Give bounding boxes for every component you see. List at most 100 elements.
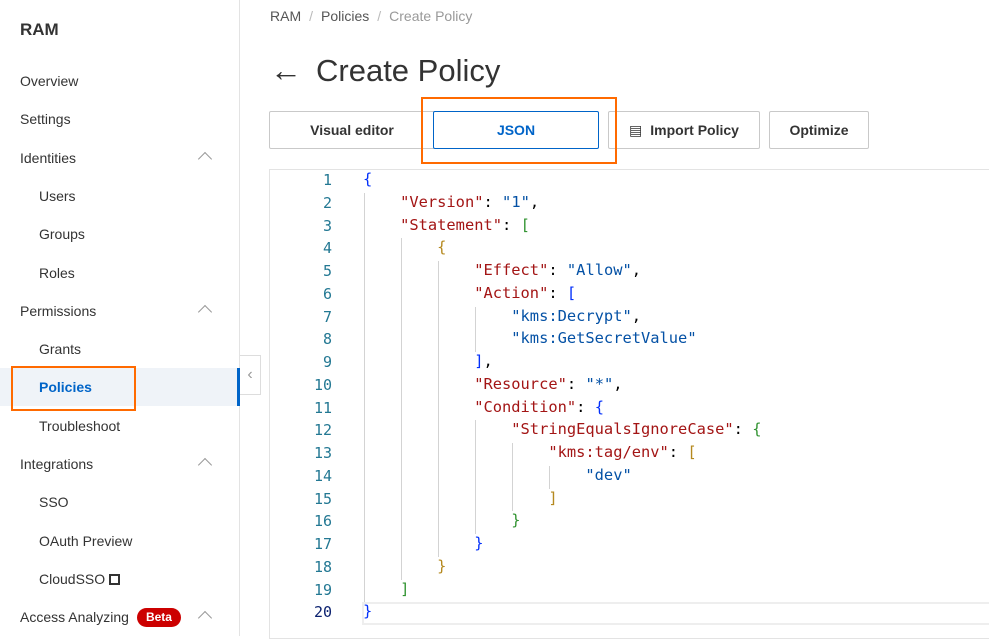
code-line: "Action": [ (474, 283, 577, 302)
sidebar-item-label: Roles (39, 264, 75, 281)
indent-guide (549, 465, 551, 489)
code-line: } (363, 602, 373, 621)
line-number: 13 (313, 444, 332, 462)
line-number: 8 (322, 330, 332, 349)
code-line: ] (548, 488, 558, 507)
sidebar-item-groups[interactable]: Groups (0, 215, 240, 253)
indent-guide (364, 192, 365, 216)
indent-guide (364, 420, 365, 443)
indent-guide (401, 306, 403, 330)
sidebar-item-integrations[interactable]: Integrations (0, 445, 240, 483)
line-number: 16 (313, 512, 332, 531)
collapse-sidebar-button[interactable]: ‹ (240, 355, 261, 395)
sidebar-item-label: Integrations (20, 456, 94, 472)
indent-guide (364, 261, 365, 284)
tab-visual-editor[interactable]: Visual editor (269, 111, 435, 149)
sidebar-item-policies[interactable]: Policies (0, 368, 240, 407)
indent-guide (475, 465, 477, 489)
import-policy-button[interactable]: ▤ Import Policy (608, 111, 760, 149)
sidebar-title: RAM (20, 20, 59, 39)
json-tab-highlight (421, 97, 617, 164)
sidebar-item-label: Troubleshoot (39, 417, 121, 434)
chevron-up-icon[interactable] (197, 151, 213, 166)
breadcrumb-current: Create Policy (389, 8, 473, 24)
code-line: } (511, 511, 521, 530)
indent-guide (401, 511, 403, 534)
indent-guide (364, 443, 365, 466)
page-title: Create Policy (316, 52, 501, 88)
sidebar-item-label: Settings (20, 111, 71, 128)
code-line: ], (474, 352, 493, 370)
sidebar-item-label: Grants (39, 341, 82, 358)
indent-guide (364, 511, 365, 534)
indent-guide (364, 488, 365, 512)
sidebar-item-sso[interactable]: SSO (0, 483, 240, 521)
import-policy-label: Import Policy (650, 122, 739, 138)
line-number: 15 (313, 489, 332, 508)
indent-guide (401, 374, 403, 398)
sidebar-item-permissions[interactable]: Permissions (0, 292, 240, 330)
sidebar-item-cloudsso[interactable]: CloudSSO (0, 560, 240, 598)
indent-guide (475, 329, 477, 352)
sidebar-item-access-analyzing[interactable]: Access Analyzing Beta (0, 598, 240, 636)
indent-guide (475, 511, 477, 534)
sidebar-item-oauth-preview[interactable]: OAuth Preview (0, 522, 240, 560)
sidebar-item-label: Policies (39, 379, 92, 396)
code-line: "Resource": "*", (474, 374, 623, 393)
line-number: 11 (313, 398, 332, 417)
chevron-up-icon[interactable] (197, 304, 213, 319)
indent-guide (364, 215, 365, 239)
indent-guide (438, 261, 440, 284)
code-line: } (474, 534, 484, 552)
indent-guide (401, 352, 403, 375)
sidebar-item-troubleshoot[interactable]: Troubleshoot (0, 407, 240, 445)
indent-guide (401, 283, 403, 307)
code-line: "Version": "1", (400, 192, 540, 211)
optimize-button[interactable]: Optimize (769, 111, 869, 149)
indent-guide (438, 465, 440, 489)
back-arrow-icon[interactable]: ← (270, 52, 302, 88)
indent-guide (401, 238, 403, 261)
breadcrumb-policies[interactable]: Policies (321, 8, 370, 24)
code-line: "Effect": "Allow", (474, 261, 642, 279)
code-line: "kms:GetSecretValue" (511, 329, 697, 348)
line-number: 5 (322, 262, 332, 280)
sidebar-item-label: Groups (39, 226, 85, 243)
indent-guide (364, 283, 365, 307)
chevron-up-icon[interactable] (197, 457, 213, 473)
tab-json[interactable]: JSON (433, 111, 599, 149)
indent-guide (364, 579, 365, 603)
line-number: 9 (322, 353, 332, 371)
sidebar-item-settings[interactable]: Settings (0, 100, 240, 138)
breadcrumb-ram[interactable]: RAM (270, 8, 302, 24)
indent-guide (512, 488, 514, 512)
chevron-up-icon[interactable] (197, 611, 213, 626)
indent-guide (401, 465, 403, 489)
line-number: 2 (322, 193, 332, 212)
indent-guide (401, 397, 403, 421)
indent-guide (475, 488, 477, 512)
indent-guide (438, 534, 440, 557)
line-number: 18 (313, 557, 332, 576)
sidebar-item-grants[interactable]: Grants (0, 330, 240, 368)
indent-guide (438, 329, 440, 352)
sidebar-item-roles[interactable]: Roles (0, 254, 240, 292)
indent-guide (438, 306, 440, 330)
sidebar-item-label: Overview (20, 73, 79, 89)
indent-guide (512, 443, 514, 466)
policies-highlight (11, 366, 136, 411)
external-link-icon (109, 573, 121, 585)
json-code-editor[interactable]: 1{2 "Version": "1", 3 "Statement": [4 {5 … (269, 169, 989, 639)
indent-guide (364, 374, 365, 398)
sidebar-item-users[interactable]: Users (0, 177, 240, 215)
sidebar: RAM Overview Settings Identities Users Group… (0, 0, 240, 636)
indent-guide (364, 556, 365, 580)
line-number: 17 (313, 535, 332, 553)
indent-guide (401, 329, 403, 352)
line-number: 20 (313, 603, 332, 622)
indent-guide (401, 261, 403, 284)
indent-guide (364, 238, 365, 261)
indent-guide (364, 465, 365, 489)
sidebar-item-identities[interactable]: Identities (0, 139, 240, 177)
sidebar-item-overview[interactable]: Overview (0, 62, 240, 100)
